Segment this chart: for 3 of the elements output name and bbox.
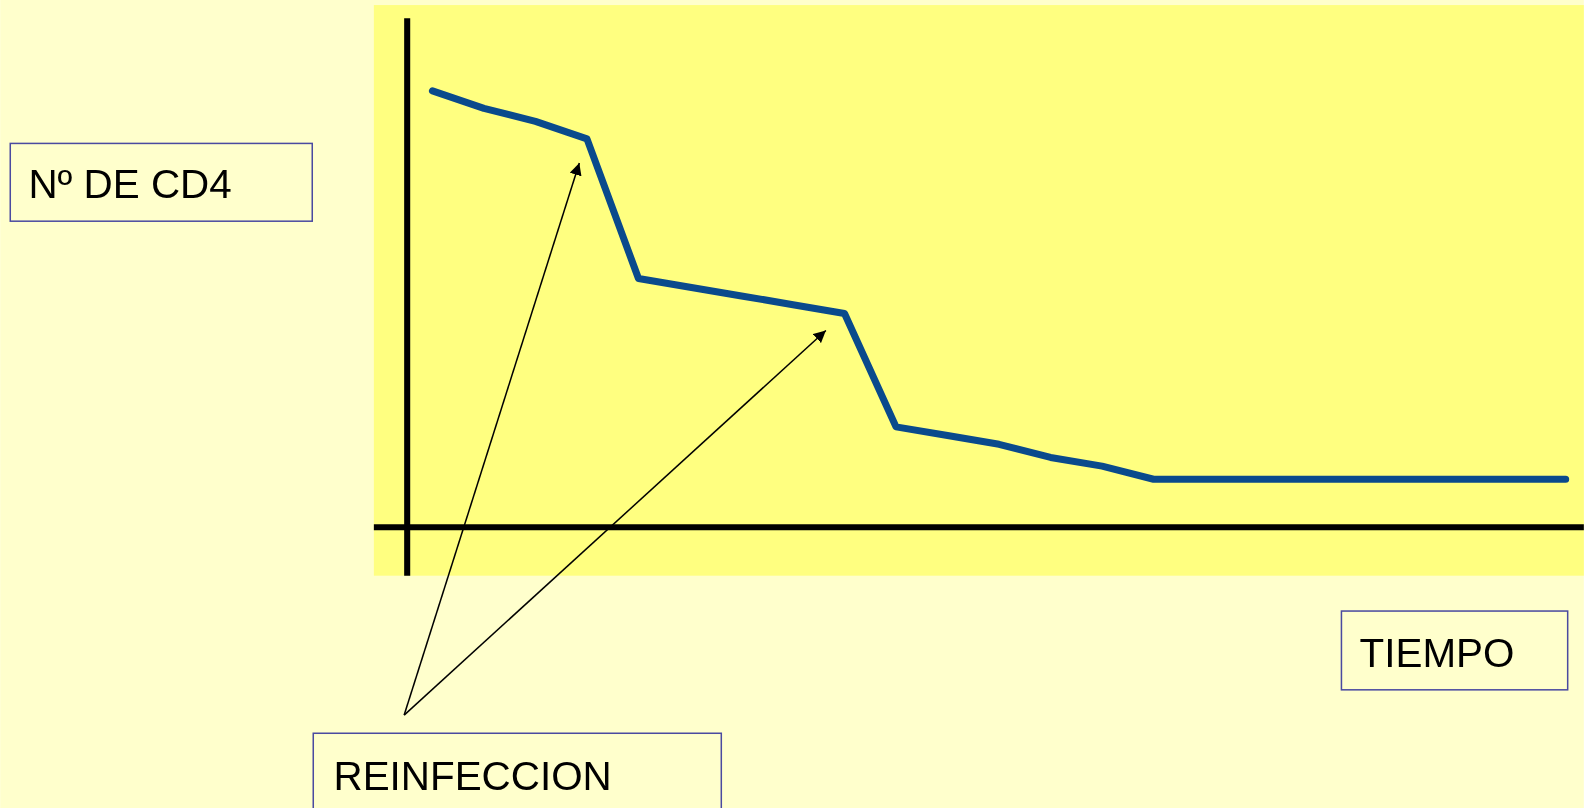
text: REINFECCION [333, 752, 612, 799]
x-axis-title: TIEMPO [1359, 629, 1515, 676]
y-axis-title: Nº DE CD4 [28, 160, 232, 207]
